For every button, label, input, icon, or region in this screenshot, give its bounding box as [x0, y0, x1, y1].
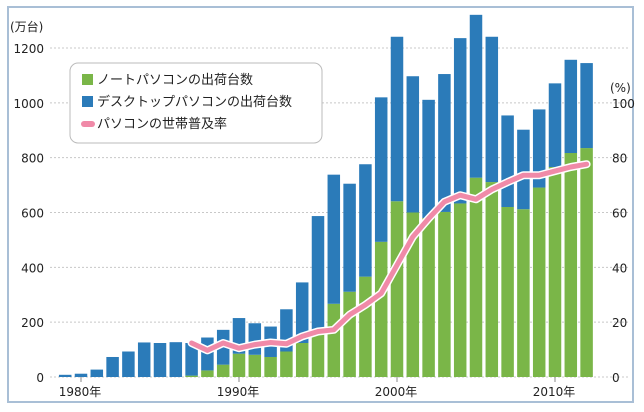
- x-tick-label: 2010年: [533, 385, 576, 399]
- legend-swatch-notebook: [82, 74, 93, 85]
- bar-notebook: [485, 182, 499, 377]
- legend-label-desktop: デスクトップパソコンの出荷台数: [97, 94, 292, 110]
- left-tick-label: 0: [36, 371, 44, 385]
- chart-frame: [7, 6, 634, 403]
- bar-desktop: [501, 115, 514, 208]
- bar-desktop: [422, 99, 435, 218]
- right-tick-label: 40: [612, 261, 627, 275]
- bar-desktop: [58, 374, 72, 377]
- bar-notebook: [295, 343, 309, 377]
- x-tick-label: 1980年: [59, 385, 102, 399]
- bar-notebook: [532, 187, 546, 377]
- bar-desktop: [374, 97, 388, 242]
- bar-notebook: [216, 364, 230, 377]
- right-tick-label: 60: [612, 207, 627, 221]
- bar-desktop: [106, 356, 119, 377]
- bar-desktop: [406, 76, 420, 213]
- bar-desktop: [122, 351, 135, 377]
- right-tick-label: 0: [612, 371, 620, 385]
- right-tick-label: 20: [612, 316, 627, 330]
- bar-desktop: [311, 216, 325, 334]
- bar-desktop: [564, 59, 578, 154]
- bar-notebook: [327, 303, 341, 377]
- bar-desktop: [453, 38, 467, 204]
- legend-label-penetration: パソコンの世帯普及率: [97, 116, 227, 132]
- bar-notebook: [469, 177, 483, 377]
- right-tick-label: 100: [612, 97, 635, 111]
- bar-desktop: [438, 74, 451, 212]
- bar-notebook: [280, 351, 293, 377]
- bar-notebook: [438, 211, 451, 377]
- left-axis-unit: (万台): [10, 19, 43, 34]
- bar-notebook: [311, 333, 325, 377]
- bar-notebook: [517, 209, 530, 377]
- bar-notebook: [422, 217, 435, 377]
- bar-notebook: [232, 353, 246, 377]
- bar-desktop: [485, 36, 499, 183]
- bar-desktop: [359, 164, 372, 277]
- bar-notebook: [406, 212, 420, 377]
- bar-notebook: [580, 148, 593, 377]
- legend-label-notebook: ノートパソコンの出荷台数: [97, 73, 253, 88]
- bar-notebook: [564, 153, 578, 377]
- bar-desktop: [343, 183, 356, 292]
- left-tick-label: 800: [21, 152, 44, 166]
- bar-notebook: [548, 166, 562, 377]
- bar-desktop: [74, 373, 88, 377]
- legend: ノートパソコンの出荷台数 デスクトップパソコンの出荷台数 パソコンの世帯普及率: [69, 62, 323, 144]
- bar-notebook: [359, 276, 372, 377]
- left-tick-label: 600: [21, 207, 44, 221]
- bar-notebook: [501, 207, 514, 377]
- bar-notebook: [453, 203, 467, 377]
- bar-desktop: [185, 343, 198, 376]
- bar-notebook: [390, 201, 404, 377]
- bar-desktop: [469, 14, 483, 178]
- bar-desktop: [327, 174, 341, 304]
- bar-desktop: [517, 129, 530, 210]
- bar-desktop: [169, 342, 183, 377]
- left-tick-label: 400: [21, 261, 44, 275]
- x-tick-label: 2000年: [375, 385, 418, 399]
- legend-swatch-penetration: [81, 121, 95, 127]
- left-tick-label: 200: [21, 316, 44, 330]
- bar-desktop: [248, 323, 262, 355]
- bar-notebook: [343, 291, 356, 377]
- bar-notebook: [201, 370, 214, 377]
- right-axis-unit: (%): [610, 81, 631, 95]
- bar-desktop: [90, 369, 104, 377]
- penetration-line: [189, 161, 590, 353]
- bar-desktop: [137, 342, 151, 377]
- x-tick-label: 1990年: [217, 385, 260, 399]
- bar-desktop: [390, 36, 404, 202]
- bar-notebook: [185, 375, 198, 377]
- bar-desktop: [580, 63, 593, 149]
- bar-desktop: [295, 282, 309, 344]
- legend-swatch-desktop: [82, 96, 93, 107]
- bar-desktop: [153, 343, 167, 377]
- right-tick-label: 80: [612, 152, 627, 166]
- bar-desktop: [548, 83, 562, 167]
- left-tick-label: 1200: [13, 42, 44, 56]
- bar-notebook: [264, 356, 277, 377]
- bar-desktop: [532, 109, 546, 188]
- left-tick-label: 1000: [13, 97, 44, 111]
- bar-notebook: [374, 241, 388, 377]
- bar-notebook: [248, 354, 262, 377]
